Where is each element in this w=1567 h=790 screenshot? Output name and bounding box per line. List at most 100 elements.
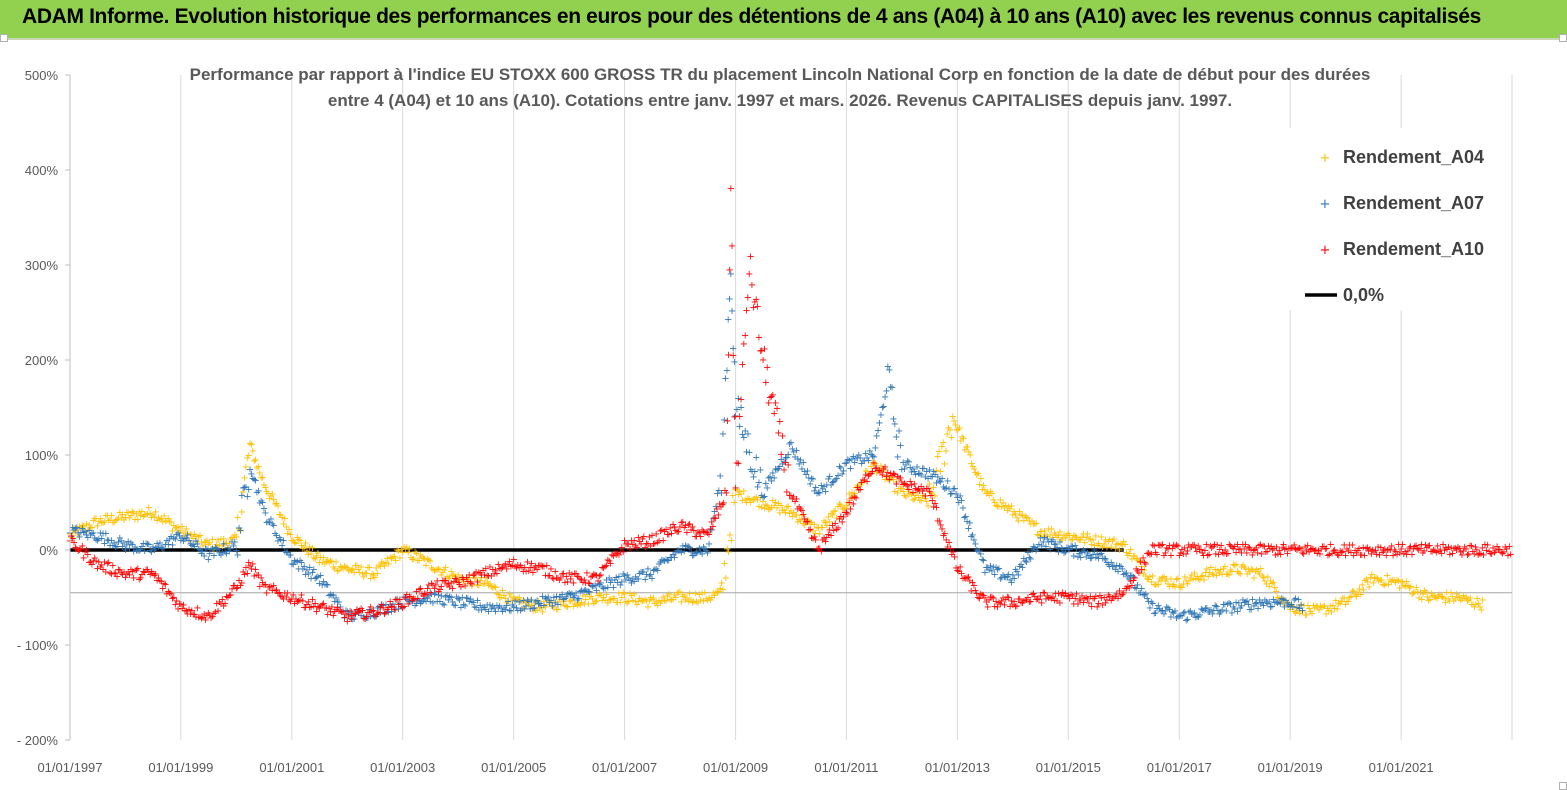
data-point: + [599, 593, 607, 604]
data-point: + [275, 533, 283, 544]
data-point: + [1085, 534, 1093, 545]
data-point: + [422, 597, 430, 608]
data-point: + [149, 542, 157, 553]
data-point: + [1474, 598, 1482, 609]
data-point: + [952, 489, 960, 500]
data-point: + [312, 572, 320, 583]
data-point: + [857, 478, 865, 489]
data-point: + [691, 589, 699, 600]
data-point: + [245, 450, 253, 461]
data-point: + [961, 512, 969, 523]
data-point: + [764, 473, 772, 484]
data-point: + [579, 586, 587, 597]
data-point: + [397, 544, 405, 555]
data-point: + [1368, 570, 1376, 581]
data-point: + [1210, 570, 1218, 581]
data-point: + [1065, 544, 1073, 555]
data-point: + [1426, 595, 1434, 606]
data-point: + [898, 484, 906, 495]
data-point: + [599, 584, 607, 595]
data-point: + [867, 461, 875, 472]
data-point: + [676, 587, 684, 598]
data-point: + [80, 521, 88, 532]
data-point: + [852, 483, 860, 494]
data-point: + [432, 588, 440, 599]
data-point: + [504, 598, 512, 609]
data-point: + [461, 579, 469, 590]
data-point: + [490, 582, 498, 593]
data-point: + [736, 487, 744, 498]
data-point: + [845, 489, 853, 500]
data-point: + [547, 597, 555, 608]
data-point: + [1322, 609, 1330, 620]
data-point: + [1436, 590, 1444, 601]
data-point: + [809, 526, 817, 537]
data-point: + [719, 585, 727, 596]
data-point: + [960, 513, 968, 524]
data-point: + [306, 542, 314, 553]
data-point: + [844, 497, 852, 508]
data-point: + [932, 502, 940, 513]
data-point: + [1394, 576, 1402, 587]
data-point: + [773, 465, 781, 476]
data-point: + [1357, 589, 1365, 600]
data-point: + [1387, 576, 1395, 587]
data-point: + [332, 557, 340, 568]
data-point: + [584, 599, 592, 610]
data-point: + [581, 595, 589, 606]
data-point: + [1325, 606, 1333, 617]
data-point: + [569, 601, 577, 612]
data-point: + [763, 483, 771, 494]
data-point: + [705, 593, 713, 604]
data-point: + [1083, 548, 1091, 559]
data-point: + [762, 478, 770, 489]
data-point: + [238, 491, 246, 502]
data-point: + [855, 450, 863, 461]
data-point: + [573, 595, 581, 606]
data-point: + [299, 564, 307, 575]
data-point: + [1294, 603, 1302, 614]
data-point: + [466, 594, 474, 605]
data-point: + [1003, 572, 1011, 583]
data-point: + [1156, 574, 1164, 585]
data-point: + [737, 395, 745, 406]
data-point: + [554, 605, 562, 616]
data-point: + [135, 507, 143, 518]
data-point: + [877, 461, 885, 472]
data-point: + [182, 524, 190, 535]
data-point: + [469, 571, 477, 582]
data-point: + [837, 463, 845, 474]
data-point: + [1476, 602, 1484, 613]
data-point: + [1081, 537, 1089, 548]
data-point: + [479, 579, 487, 590]
data-point: + [564, 602, 572, 613]
data-point: + [1007, 577, 1015, 588]
data-point: + [1211, 564, 1219, 575]
data-point: + [991, 570, 999, 581]
data-point: + [666, 553, 674, 564]
data-point: + [382, 557, 390, 568]
data-point: + [1063, 543, 1071, 554]
data-point: + [328, 557, 336, 568]
data-point: + [699, 542, 707, 553]
data-point: + [242, 462, 250, 473]
data-point: + [276, 534, 284, 545]
data-point: + [74, 530, 82, 541]
data-point: + [357, 562, 365, 573]
data-point: + [630, 576, 638, 587]
data-point: + [160, 544, 168, 555]
corner-handle-top-left[interactable] [0, 34, 8, 42]
data-point: + [127, 510, 135, 521]
data-point: + [1358, 580, 1366, 591]
data-point: + [648, 574, 656, 585]
data-point: + [1348, 586, 1356, 597]
data-point: + [902, 492, 910, 503]
data-point: + [446, 572, 454, 583]
data-point: + [906, 488, 914, 499]
data-point: + [1300, 600, 1308, 611]
data-point: + [932, 466, 940, 477]
data-point: + [1287, 600, 1295, 611]
data-point: + [1313, 602, 1321, 613]
data-point: + [1174, 573, 1182, 584]
data-point: + [490, 603, 498, 614]
